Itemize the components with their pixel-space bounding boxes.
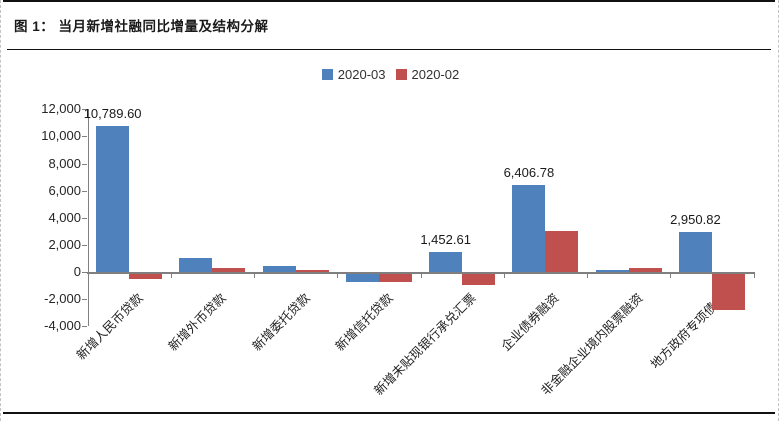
bar-value-label: 6,406.78 bbox=[503, 165, 555, 181]
bar-2020-03 bbox=[262, 265, 296, 272]
bar-2020-03 bbox=[512, 185, 546, 272]
bar-value-label: 10,789.60 bbox=[83, 105, 142, 121]
x-axis-category-label: 新增委托贷款 bbox=[249, 290, 313, 354]
legend-item-2020-03: 2020-03 bbox=[321, 67, 386, 82]
x-axis-tick-mark bbox=[670, 272, 672, 278]
y-axis-tick-label: 8,000 bbox=[48, 155, 81, 171]
bar-2020-03 bbox=[96, 125, 130, 272]
figure-title-row: 图 1： 当月新增社融同比增量及结构分解 bbox=[1, 2, 778, 48]
x-axis-tick-mark bbox=[587, 272, 588, 278]
legend-swatch-red bbox=[395, 69, 407, 80]
top-border-rule bbox=[3, 0, 775, 2]
y-axis-tick-mark bbox=[82, 217, 87, 219]
y-axis-tick-label: 12,000 bbox=[41, 101, 81, 117]
bar-2020-03 bbox=[345, 273, 379, 282]
bar-2020-02 bbox=[711, 273, 745, 310]
x-axis-tick-mark bbox=[87, 272, 89, 278]
bar-2020-02 bbox=[295, 269, 329, 272]
y-axis-tick-mark bbox=[82, 190, 87, 192]
bar-2020-03 bbox=[595, 269, 629, 272]
bar-2020-02 bbox=[378, 273, 412, 282]
y-axis-tick-mark bbox=[82, 163, 87, 165]
y-axis-tick-mark bbox=[82, 299, 87, 301]
bar-2020-02 bbox=[628, 267, 662, 272]
x-axis-tick-mark bbox=[254, 272, 255, 278]
bar-2020-03 bbox=[678, 231, 712, 272]
bar-2020-02 bbox=[545, 231, 579, 272]
y-axis-line bbox=[87, 109, 89, 327]
y-axis-tick-mark bbox=[82, 244, 87, 246]
bar-2020-02 bbox=[129, 273, 163, 279]
title-separator-rule bbox=[7, 49, 771, 50]
x-axis-tick-mark bbox=[337, 272, 339, 278]
bar-2020-02 bbox=[212, 268, 246, 272]
x-axis-category-label: 企业债券融资 bbox=[499, 290, 563, 354]
x-axis-tick-mark bbox=[420, 272, 422, 278]
bar-2020-03 bbox=[179, 257, 213, 272]
bar-chart: 2020-03 2020-02 12,000 10,000 8,000 6,000 4,… bbox=[1, 50, 778, 412]
y-axis-tick-mark bbox=[82, 326, 87, 328]
bar-value-label: 2,950.82 bbox=[670, 211, 721, 227]
legend-label-2020-02: 2020-02 bbox=[411, 67, 460, 82]
plot-area: 12,000 10,000 8,000 6,000 4,000 2,000 0 -2,000 -… bbox=[1, 50, 778, 412]
legend-label-2020-03: 2020-03 bbox=[337, 67, 386, 82]
y-axis-tick-mark bbox=[82, 136, 87, 138]
chart-legend: 2020-03 2020-02 bbox=[1, 67, 778, 82]
y-axis-tick-mark bbox=[82, 272, 87, 273]
y-axis-tick-label: -4,000 bbox=[44, 318, 81, 334]
figure-title: 图 1： 当月新增社融同比增量及结构分解 bbox=[14, 19, 269, 34]
bar-2020-02 bbox=[462, 273, 496, 286]
y-axis-tick-label: 10,000 bbox=[41, 128, 81, 144]
y-axis-tick-label: 6,000 bbox=[48, 182, 81, 198]
x-axis-tick-mark bbox=[503, 272, 505, 278]
bottom-border-rule bbox=[3, 412, 775, 414]
x-axis-tick-mark bbox=[170, 272, 172, 278]
bar-2020-03 bbox=[429, 252, 463, 272]
legend-item-2020-02: 2020-02 bbox=[395, 67, 460, 82]
y-axis-tick-label: 4,000 bbox=[48, 209, 81, 225]
x-axis-category-label: 新增信托贷款 bbox=[332, 290, 396, 354]
bar-value-label: 1,452.61 bbox=[420, 232, 471, 248]
y-axis-tick-mark bbox=[82, 109, 87, 111]
x-axis-tick-mark bbox=[753, 272, 755, 278]
y-axis-tick-label: -2,000 bbox=[44, 291, 81, 307]
y-axis-tick-label: 0 bbox=[73, 264, 81, 279]
x-axis-category-label: 新增外币贷款 bbox=[166, 290, 230, 354]
legend-swatch-blue bbox=[321, 69, 333, 80]
y-axis-tick-label: 2,000 bbox=[48, 236, 81, 252]
